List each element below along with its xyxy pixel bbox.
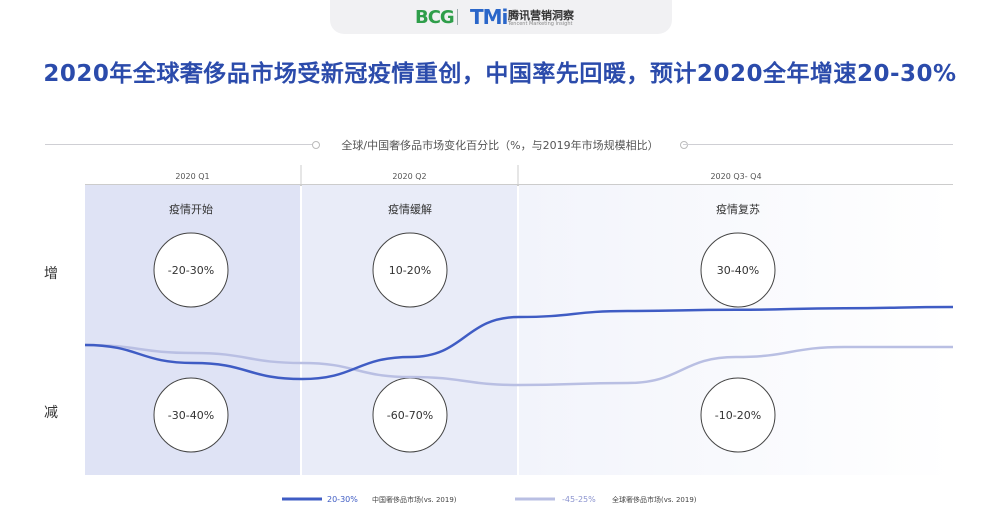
subtitle-rule-left [45,144,315,145]
side-label-down: 减 [44,405,58,421]
china-value-circle-1 [153,232,229,308]
period-label-q3q4: 2020 Q3- Q4 [710,172,762,181]
period-header-band [85,165,953,185]
tmi-logo-en: Tencent Marketing Insight [508,21,573,27]
china-trend-line [84,305,954,381]
global-value-label-2: -60-70% [387,409,433,422]
china-value-circle-3 [700,232,776,308]
china-value-circle-2 [372,232,448,308]
logo-separator [457,9,458,25]
china-value-label-2: 10-20% [389,264,431,277]
global-value-label-3: -10-20% [715,409,761,422]
china-value-label-3: 30-40% [717,264,759,277]
phase-label-2: 疫情缓解 [388,202,432,216]
subtitle-dot-right [680,141,688,149]
bcg-logo: BCG [415,7,455,28]
china-value-label-1: -20-30% [168,264,214,277]
logo-bar: BCG TMi 腾讯营销洞察 Tencent Marketing Insight [330,0,672,34]
tmi-logo: TMi [470,5,508,29]
global-value-label-1: -30-40% [168,409,214,422]
phase-label-3: 疫情复苏 [716,202,760,216]
global-value-circle-3 [700,377,776,453]
legend-name-global: 全球奢侈品市场(vs. 2019) [612,495,697,504]
legend-value-china: 20-30% [327,495,358,504]
subtitle-rule-right [683,144,953,145]
period-label-q1: 2020 Q1 [175,172,210,181]
global-trend-line [84,343,953,387]
subtitle-dot-left [312,141,320,149]
legend-value-global: -45-25% [562,495,596,504]
global-value-circle-1 [153,377,229,453]
page-title: 2020年全球奢侈品市场受新冠疫情重创，中国率先回暖，预计2020全年增速20-… [43,61,957,87]
chart-subtitle-row: 全球/中国奢侈品市场变化百分比（%，与2019年市场规模相比） [0,137,1000,152]
side-label-up: 增 [44,266,58,282]
chart-subtitle: 全球/中国奢侈品市场变化百分比（%，与2019年市场规模相比） [341,139,659,152]
legend-name-china: 中国奢侈品市场(vs. 2019) [372,495,457,504]
period-label-q2: 2020 Q2 [392,172,427,181]
phase-label-1: 疫情开始 [169,202,213,216]
tmi-logo-cn: 腾讯营销洞察 [508,9,574,22]
